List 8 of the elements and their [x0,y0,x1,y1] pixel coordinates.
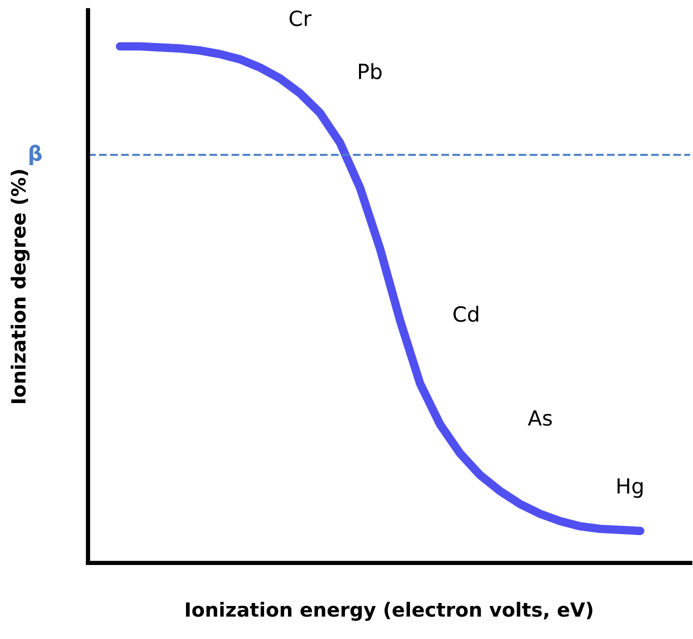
annotation: As [528,410,552,426]
text: Cr [290,10,312,26]
y-axis-title: Ionization degree (%) [10,170,30,404]
ref-line-label: β [30,144,42,166]
x-axis-title: Ionization energy (electron volts, eV) [186,602,592,621]
annotation: Cd [453,306,478,322]
annotation: Hg [618,478,643,498]
annotation: Pb [359,63,382,80]
